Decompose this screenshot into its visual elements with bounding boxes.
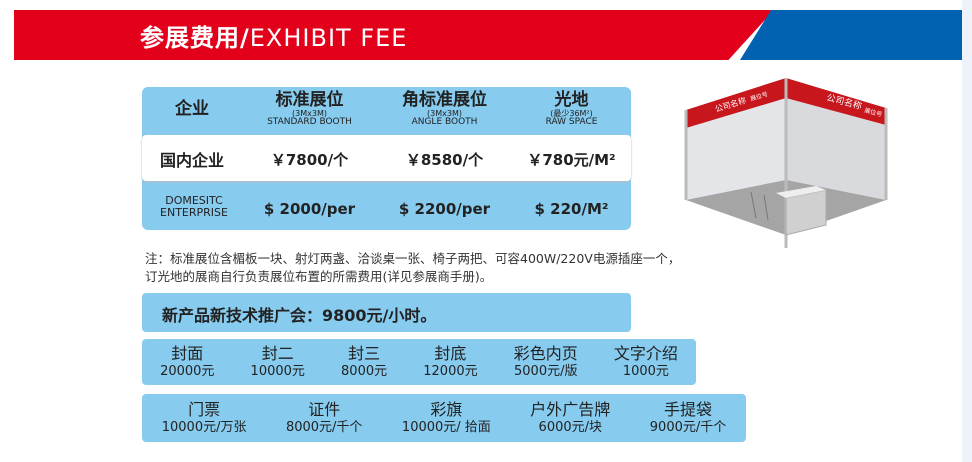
other-price: 10000元/万张 bbox=[161, 419, 247, 435]
ad-price: 8000元 bbox=[341, 363, 388, 379]
note-line-2: 订光地的展商自行负责展位布置的所需费用(详见参展商手册)。 bbox=[145, 269, 493, 284]
ad-price: 12000元 bbox=[423, 363, 478, 379]
other-name: 证件 bbox=[308, 399, 341, 419]
other-item: 彩旗 10000元/ 拾面 bbox=[402, 400, 491, 436]
ad-fees: 封面 20000元 封二 10000元 封三 8000元 封底 12000元 彩色内页 5… bbox=[142, 339, 696, 385]
promo-session-fee: 新产品新技术推广会：9800元/小时。 bbox=[142, 293, 631, 332]
ad-name: 文字介绍 bbox=[613, 343, 678, 363]
other-price: 6000元/块 bbox=[538, 419, 603, 435]
header-cn: 角标准展位 bbox=[402, 90, 487, 110]
other-item: 户外广告牌 6000元/块 bbox=[530, 400, 610, 436]
row-label-domestic-en: DOMESITC ENTERPRISE bbox=[160, 194, 228, 219]
ad-name: 封三 bbox=[348, 343, 381, 363]
title-cn: 参展费用/ bbox=[140, 24, 250, 52]
price-angle-usd: $ 2200/per bbox=[398, 200, 491, 218]
header-en: ANGLE BOOTH bbox=[411, 117, 478, 128]
header-cn: 标准展位 bbox=[275, 90, 344, 110]
price-raw-cny: ￥780元/M² bbox=[527, 151, 616, 169]
row-label-domestic-cn: 国内企业 bbox=[159, 151, 224, 170]
price-standard-cny: ￥7800/个 bbox=[270, 151, 349, 169]
ad-name: 封面 bbox=[171, 343, 204, 363]
ad-item: 文字介绍 1000元 bbox=[614, 344, 678, 380]
booth-note: 注：标准展位含楣板一块、射灯两盏、洽谈桌一张、椅子两把、可容400W/220V电… bbox=[145, 250, 680, 286]
header-red-bar bbox=[14, 10, 774, 60]
other-name: 户外广告牌 bbox=[530, 399, 611, 419]
header-blue-bar bbox=[740, 10, 962, 60]
header-size: (3Mx3M) bbox=[427, 108, 462, 118]
other-price: 9000元/千个 bbox=[649, 419, 727, 435]
col-header-raw: 光地 (最少36M²) RAW SPACE bbox=[512, 90, 631, 128]
note-line-1: 注：标准展位含楣板一块、射灯两盏、洽谈桌一张、椅子两把、可容400W/220V电… bbox=[145, 251, 681, 266]
ad-name: 彩色内页 bbox=[513, 343, 578, 363]
ad-item: 封面 20000元 bbox=[160, 344, 214, 380]
fee-row-highlight bbox=[142, 135, 631, 181]
other-price: 8000元/千个 bbox=[285, 419, 363, 435]
ad-price: 1000元 bbox=[622, 363, 669, 379]
col-header-angle: 角标准展位 (3Mx3M) ANGLE BOOTH bbox=[377, 90, 512, 128]
other-name: 手提袋 bbox=[664, 399, 713, 419]
header-cn: 光地 bbox=[554, 90, 589, 110]
other-name: 门票 bbox=[188, 399, 221, 419]
side-strip bbox=[962, 0, 972, 462]
other-item: 证件 8000元/千个 bbox=[286, 400, 362, 436]
ad-name: 封底 bbox=[434, 343, 467, 363]
header-size: (3Mx3M) bbox=[292, 108, 327, 118]
price-raw-usd: $ 220/M² bbox=[534, 200, 609, 218]
header-en: STANDARD BOOTH bbox=[267, 117, 352, 128]
booth-illustration: 公司名称 展位号 公司名称 展位号 bbox=[676, 70, 896, 260]
col-header-enterprise: 企业 bbox=[175, 99, 209, 119]
ad-item: 封二 10000元 bbox=[251, 344, 305, 380]
header-size: (最少36M²) bbox=[550, 108, 593, 118]
page-title: 参展费用/EXHIBIT FEE bbox=[140, 18, 407, 53]
title-en: EXHIBIT FEE bbox=[249, 24, 408, 52]
ad-name: 封二 bbox=[261, 343, 294, 363]
price-standard-usd: $ 2000/per bbox=[263, 200, 356, 218]
ad-item: 封底 12000元 bbox=[423, 344, 477, 380]
other-item: 门票 10000元/万张 bbox=[162, 400, 247, 436]
price-angle-cny: ￥8580/个 bbox=[405, 151, 484, 169]
other-price: 10000元/ 拾面 bbox=[401, 419, 491, 435]
other-item: 手提袋 9000元/千个 bbox=[650, 400, 726, 436]
ad-price: 20000元 bbox=[160, 363, 215, 379]
ad-item: 封三 8000元 bbox=[341, 344, 387, 380]
header-en: RAW SPACE bbox=[545, 117, 598, 128]
fee-table: 企业 标准展位 (3Mx3M) STANDARD BOOTH 角标准展位 (3M… bbox=[142, 87, 631, 230]
ad-price: 10000元 bbox=[250, 363, 305, 379]
ad-item: 彩色内页 5000元/版 bbox=[514, 344, 578, 380]
other-fees: 门票 10000元/万张 证件 8000元/千个 彩旗 10000元/ 拾面 户外广告… bbox=[142, 394, 746, 442]
ad-price: 5000元/版 bbox=[514, 363, 578, 379]
other-name: 彩旗 bbox=[430, 399, 463, 419]
col-header-standard: 标准展位 (3Mx3M) STANDARD BOOTH bbox=[242, 90, 377, 128]
